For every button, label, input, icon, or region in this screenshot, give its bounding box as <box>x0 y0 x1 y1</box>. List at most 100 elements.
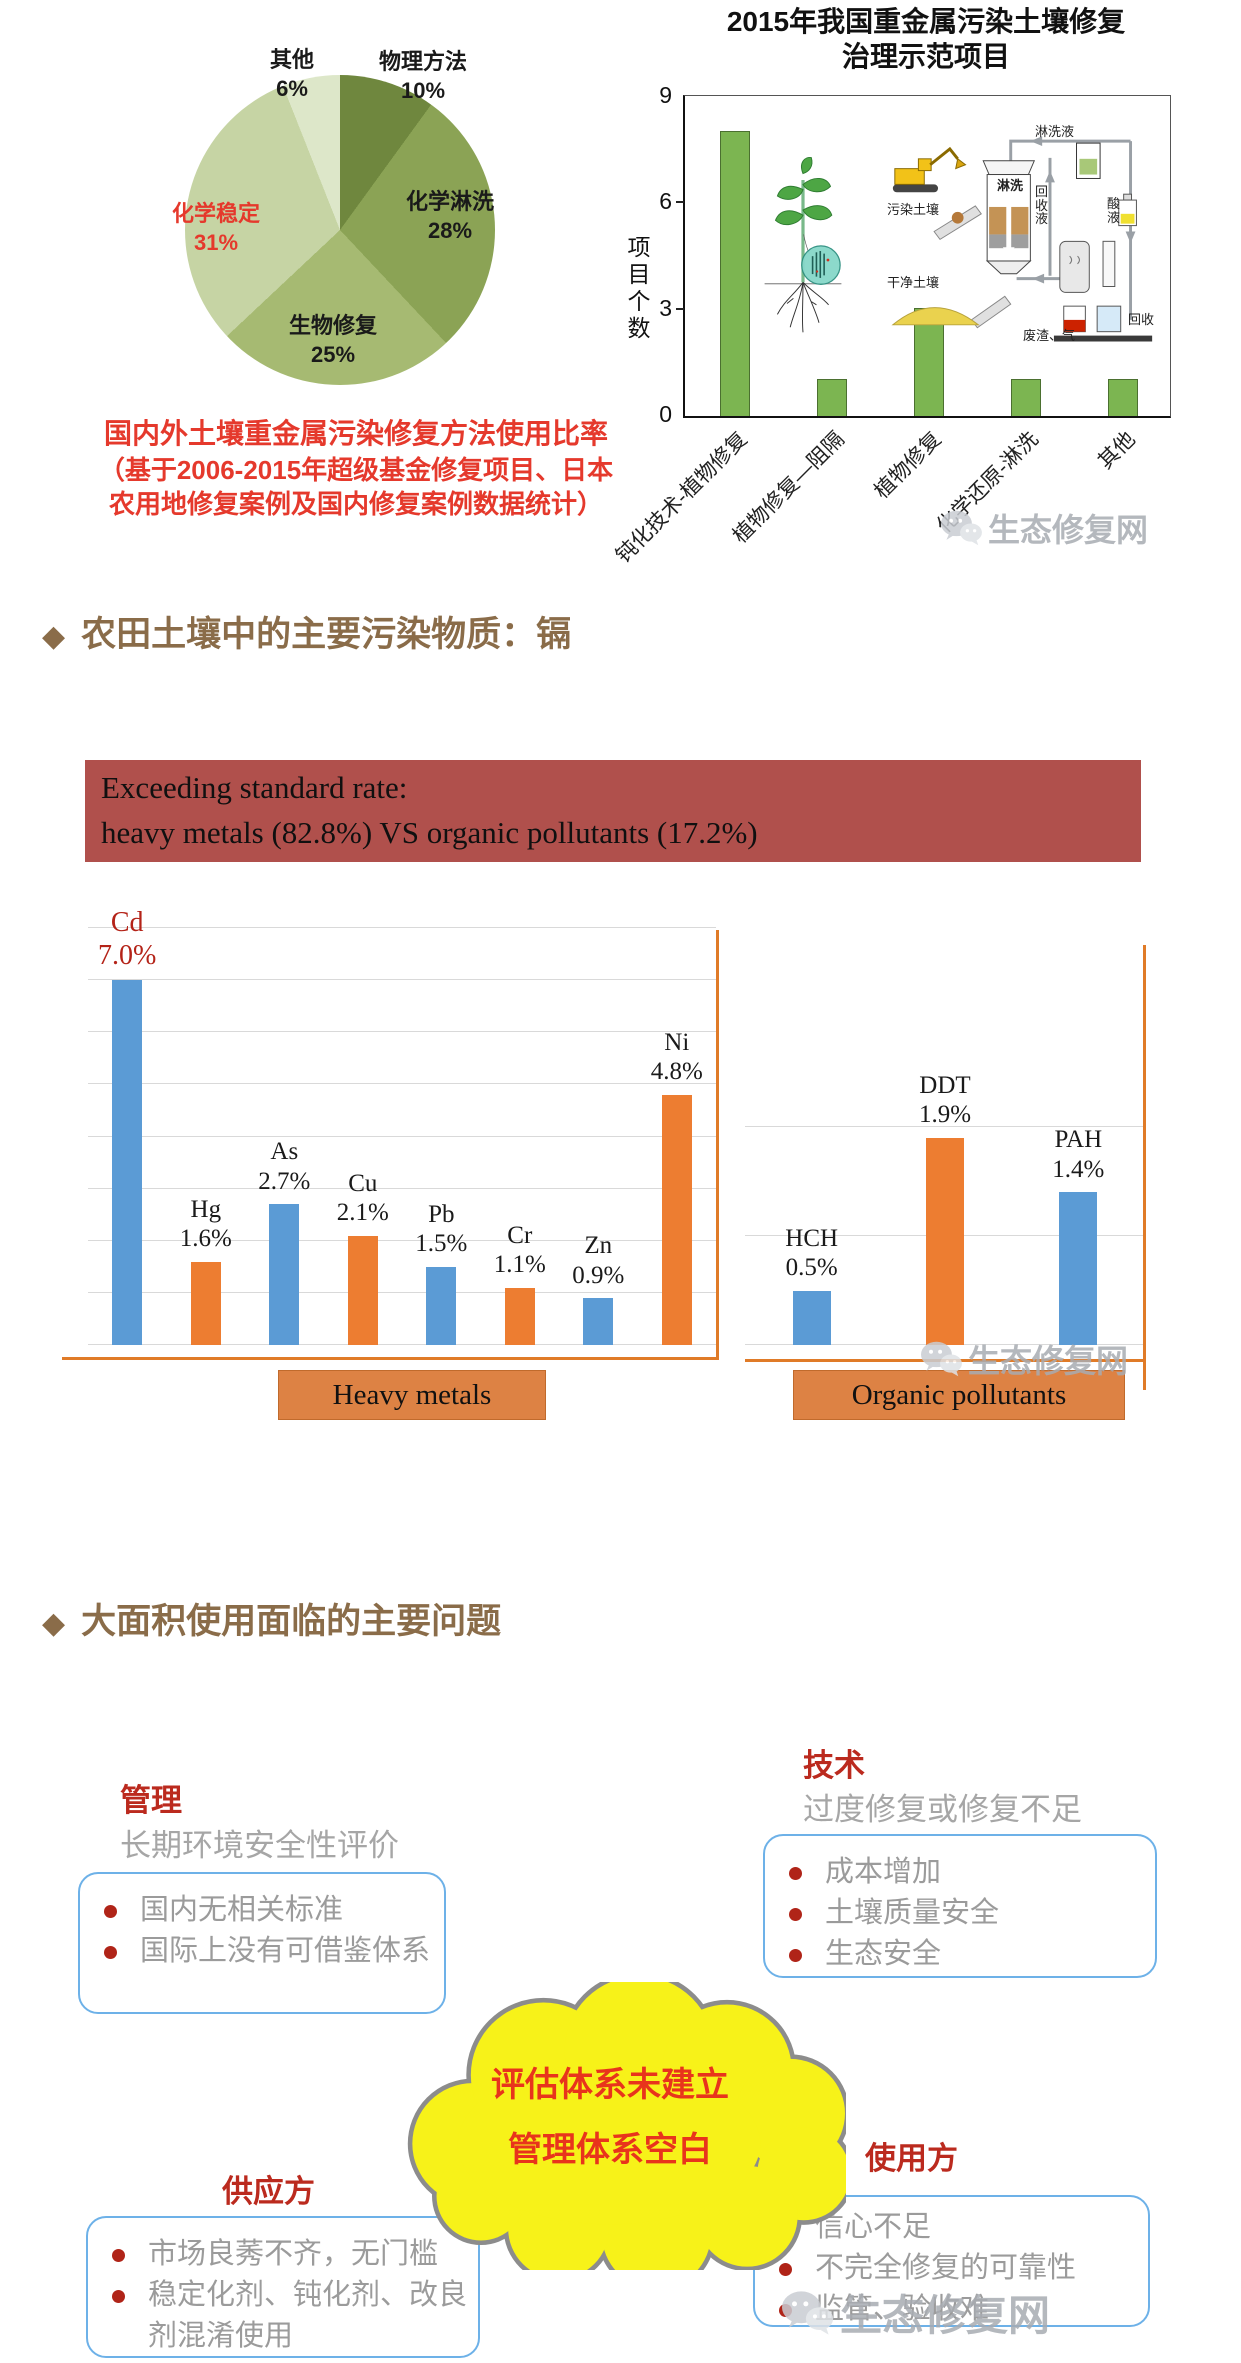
list-item: 市场良莠不齐，无门槛 <box>96 2234 470 2275</box>
soil-washing-diagram-illustration <box>891 136 1153 342</box>
diamond-icon: ◆ <box>42 1607 66 1640</box>
demo-x-label: 植物修复 <box>869 427 946 504</box>
diagram-label-wash-liquid: 淋洗液 <box>1035 124 1075 139</box>
gridline <box>88 1344 716 1345</box>
pie-slice-name: 其他 <box>269 47 314 72</box>
cloud-text: 评估体系未建立 管理体系空白 <box>432 2054 788 2183</box>
demo-bar <box>719 130 750 416</box>
list-item: 监管、验收难 <box>763 2289 1140 2330</box>
organic-pollutants-group-label: Organic pollutants <box>793 1370 1125 1420</box>
diagram-label-acid: 酸液 <box>1107 196 1121 225</box>
supplier-title: 供应方 <box>222 2174 315 2209</box>
pie-slice-value: 10% <box>400 77 446 103</box>
section-heading-problems: ◆ 大面积使用面临的主要问题 <box>42 1593 501 1644</box>
tech-list: 成本增加 土壤质量安全 生态安全 <box>773 1852 1147 1976</box>
banner-line1: Exceeding standard rate: <box>101 770 408 805</box>
organic-pollutants-chart: HCH 0.5% DDT 1.9% PAH 1.4% <box>745 1072 1145 1345</box>
section-heading-cadmium: ◆ 农田土壤中的主要污染物质：镉 <box>42 606 571 657</box>
pie-slice-name: 物理方法 <box>378 49 467 74</box>
diagram-label-recovery: 回收 <box>1128 312 1155 327</box>
list-item: 成本增加 <box>773 1852 1147 1893</box>
cloud-shape <box>407 1971 855 2294</box>
watermark-text: 生态修复网 <box>840 2292 1051 2339</box>
bar-label: As 2.7% <box>258 1138 311 1195</box>
assessment-cloud: 评估体系未建立 管理体系空白 <box>372 1971 855 2294</box>
percentage-bar <box>504 1287 535 1345</box>
axis-tick <box>676 308 684 310</box>
diagram-label-recycle-liquid: 回收液 <box>1035 184 1049 227</box>
section-title: 农田土壤中的主要污染物质：镉 <box>81 615 572 654</box>
percentage-bar <box>792 1290 831 1345</box>
watermark: 生态修复网 <box>938 505 1148 551</box>
list-item: 生态安全 <box>773 1934 1147 1975</box>
gridline <box>88 979 716 981</box>
gridline <box>88 1031 716 1033</box>
gridline <box>88 1239 716 1241</box>
bar-label: Ni 4.8% <box>650 1028 703 1086</box>
bar-label: Hg 1.6% <box>179 1195 232 1253</box>
manage-title: 管理 <box>120 1783 182 1818</box>
bar-label: HCH 0.5% <box>785 1224 839 1282</box>
user-title: 使用方 <box>865 2141 958 2176</box>
bar-label: DDT 1.9% <box>918 1071 972 1129</box>
bar-label: Zn 0.9% <box>572 1232 625 1289</box>
wechat-icon <box>782 2290 834 2335</box>
tech-subtitle: 过度修复或修复不足 <box>803 1792 1082 1827</box>
pie-slice-value: 31% <box>193 229 239 255</box>
cloud-line1: 评估体系未建立 <box>491 2067 729 2104</box>
demo-y-tick: 9 <box>659 82 672 108</box>
demo-y-axis-label: 项目个数 <box>624 235 650 343</box>
heavy-metals-chart: Cd 7.0% Hg 1.6% As 2.7% Cu 2.1% Pb 1.5% Cr 1.1% Zn 0.… <box>88 907 716 1345</box>
pie-chart-remediation-methods <box>185 75 495 385</box>
gridline <box>88 1291 716 1293</box>
phytoremediation-plant-illustration <box>764 156 842 333</box>
watermark-text: 生态修复网 <box>968 1343 1129 1379</box>
pie-caption-line: 国内外土壤重金属污染修复方法使用比率 <box>103 418 608 449</box>
list-item: 不完全修复的可靠性 <box>763 2248 1140 2289</box>
group-label-text: Heavy metals <box>332 1378 492 1411</box>
pie-slice-label: 物理方法 10% <box>348 48 498 105</box>
demo-bar <box>1010 379 1041 416</box>
supplier-box: 市场良莠不齐，无门槛 稳定化剂、钝化剂、改良剂混淆使用 <box>86 2216 480 2358</box>
pie-slice-label: 化学稳定 31% <box>150 200 282 257</box>
percentage-bar <box>112 980 143 1345</box>
user-list: 信心不足 不完全修复的可靠性 监管、验收难 <box>763 2207 1140 2331</box>
diagram-label-polluted-soil: 污染土壤 <box>887 202 940 217</box>
heavy-metals-group-label: Heavy metals <box>278 1370 546 1420</box>
demo-chart-title-line1: 2015年我国重金属污染土壤修复 <box>726 6 1126 37</box>
pie-slice-name: 生物修复 <box>288 313 377 338</box>
pie-slice-name: 化学淋洗 <box>405 189 494 214</box>
pie-slice-name: 化学稳定 <box>171 201 260 226</box>
manage-subtitle: 长期环境安全性评价 <box>120 1828 399 1863</box>
pie-slice-value: 28% <box>427 217 473 243</box>
percentage-bar <box>269 1204 300 1345</box>
pie-caption-line: 农用地修复案例及国内修复案例数据统计） <box>108 489 603 520</box>
diagram-label-washing: 淋洗 <box>997 178 1024 193</box>
list-item: 稳定化剂、钝化剂、改良剂混淆使用 <box>96 2275 470 2357</box>
pie-slice-label: 其他 6% <box>242 46 342 103</box>
banner-line2: heavy metals (82.8%) VS organic pollutan… <box>101 814 758 850</box>
percentage-bar <box>583 1298 614 1345</box>
bar-label: Cd 7.0% <box>98 907 157 972</box>
watermark-text: 生态修复网 <box>988 512 1149 548</box>
heavy-axis-line <box>62 1357 719 1360</box>
list-item: 国内无相关标准 <box>88 1890 436 1931</box>
gridline <box>88 1187 716 1189</box>
demo-chart-title-line2: 治理示范项目 <box>841 41 1010 72</box>
percentage-bar <box>426 1266 457 1345</box>
bar-label: Cu 2.1% <box>336 1169 389 1227</box>
section-title: 大面积使用面临的主要问题 <box>81 1602 502 1641</box>
demo-y-tick: 0 <box>659 401 672 427</box>
watermark: 生态修复网 <box>778 2282 1050 2343</box>
soil-washing-diagram: 淋洗液 回收液 酸液 淋洗 污染土壤 干净土壤 废渣、气 回收 <box>885 113 1160 350</box>
group-label-text: Organic pollutants <box>851 1378 1067 1411</box>
percentage-bar <box>661 1094 692 1345</box>
manage-list: 国内无相关标准 国际上没有可借鉴体系 <box>88 1890 436 1972</box>
gridline <box>745 1126 1145 1127</box>
demo-bar <box>1107 379 1138 416</box>
axis-tick <box>676 201 684 203</box>
pie-caption-line: （基于2006-2015年超级基金修复项目、日本 <box>98 454 614 485</box>
wechat-icon <box>941 510 982 546</box>
demo-y-tick: 3 <box>659 295 672 321</box>
